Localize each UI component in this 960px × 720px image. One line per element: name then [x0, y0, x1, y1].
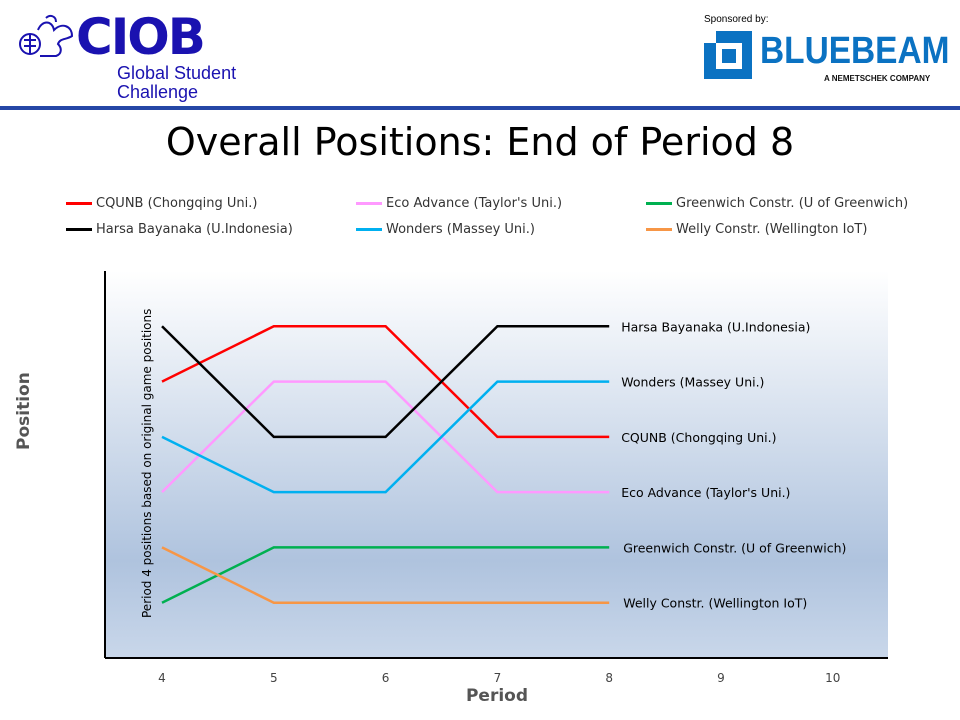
ciob-logo-subtitle: Global Student Challenge — [117, 64, 236, 102]
series-line — [161, 380, 610, 494]
header-divider — [0, 106, 960, 110]
legend-item: Eco Advance (Taylor's Uni.) — [356, 196, 562, 211]
x-tick-label: 8 — [605, 671, 613, 685]
series-line — [161, 325, 610, 439]
subtitle-line-2: Challenge — [117, 82, 199, 102]
x-tick-label: 7 — [494, 671, 502, 685]
bluebeam-logo-text: BLUEBEAM — [760, 30, 950, 72]
chart-annotation: Period 4 positions based on original gam… — [140, 309, 154, 618]
x-tick-label: 5 — [270, 671, 278, 685]
x-axis-label: Period — [465, 686, 529, 706]
legend-label: Eco Advance (Taylor's Uni.) — [386, 196, 563, 211]
ciob-lion-logo-icon — [19, 14, 74, 57]
series-line — [161, 546, 610, 604]
x-tick-label: 9 — [717, 671, 725, 685]
y-axis-label: Position — [14, 372, 34, 450]
series-end-label: Greenwich Constr. (U of Greenwich) — [623, 540, 846, 555]
legend-label: CQUNB (Chongqing Uni.) — [96, 196, 258, 211]
legend-swatch — [356, 202, 382, 205]
ciob-logo-text: CIOB — [76, 8, 206, 66]
legend-swatch — [66, 202, 92, 205]
subtitle-line-1: Global Student — [117, 63, 237, 83]
sponsored-by-label: Sponsored by: — [704, 14, 769, 25]
series-end-label: CQUNB (Chongqing Uni.) — [621, 430, 776, 445]
series-line — [161, 325, 610, 439]
series-line — [161, 380, 610, 494]
x-tick-label: 6 — [382, 671, 390, 685]
chart-title: Overall Positions: End of Period 8 — [165, 120, 795, 164]
legend-swatch — [646, 202, 672, 205]
bluebeam-logo-icon — [704, 31, 752, 79]
series-end-label: Wonders (Massey Uni.) — [621, 375, 764, 390]
series-end-label: Welly Constr. (Wellington IoT) — [623, 596, 807, 611]
legend-label: Welly Constr. (Wellington IoT) — [676, 222, 868, 237]
x-tick-label: 10 — [825, 671, 840, 685]
series-end-label: Harsa Bayanaka (U.Indonesia) — [621, 319, 810, 334]
legend-swatch — [646, 228, 672, 231]
legend-item: Wonders (Massey Uni.) — [356, 222, 535, 237]
bluebeam-tagline: A NEMETSCHEK COMPANY — [824, 74, 931, 83]
legend-item: Welly Constr. (Wellington IoT) — [646, 222, 867, 237]
legend-label: Greenwich Constr. (U of Greenwich) — [676, 196, 909, 211]
legend-swatch — [66, 228, 92, 231]
legend-swatch — [356, 228, 382, 231]
plot-area — [105, 271, 888, 658]
legend-label: Harsa Bayanaka (U.Indonesia) — [96, 222, 293, 237]
legend-item: Greenwich Constr. (U of Greenwich) — [646, 196, 908, 211]
x-tick-label: 4 — [158, 671, 166, 685]
legend-item: Harsa Bayanaka (U.Indonesia) — [66, 222, 293, 237]
legend-item: CQUNB (Chongqing Uni.) — [66, 196, 258, 211]
legend-label: Wonders (Massey Uni.) — [386, 222, 535, 237]
series-line — [161, 546, 610, 604]
series-end-label: Eco Advance (Taylor's Uni.) — [621, 485, 790, 500]
